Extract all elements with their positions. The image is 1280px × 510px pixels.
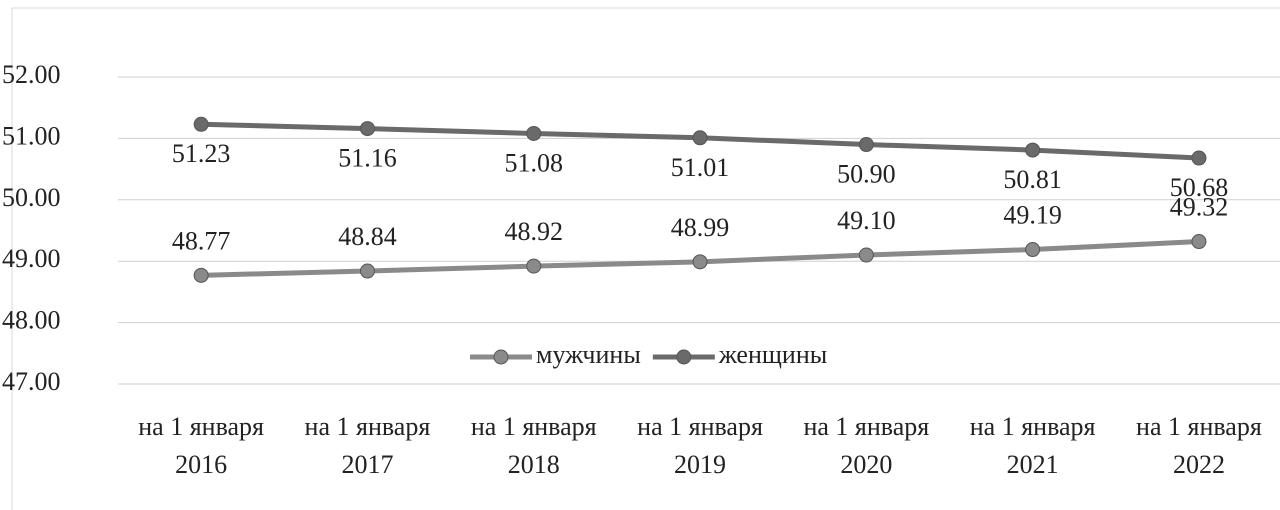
data-label: 50.68 — [1170, 173, 1229, 202]
data-label: 50.90 — [837, 160, 896, 189]
data-label: 49.32 — [1170, 193, 1229, 222]
chart-frame — [11, 7, 1280, 510]
y-tick-label: 47.00 — [2, 367, 61, 396]
point — [1191, 150, 1207, 166]
legend-label: женщины — [718, 340, 827, 369]
point — [193, 116, 209, 132]
point — [193, 267, 209, 283]
y-tick-label: 48.00 — [2, 306, 61, 335]
data-label: 51.23 — [172, 139, 231, 168]
point — [858, 247, 874, 263]
point — [692, 130, 708, 146]
y-tick-label: 52.00 — [2, 60, 61, 89]
x-tick-label: на 1 января 2021 — [969, 412, 1096, 479]
data-label: 51.08 — [505, 148, 564, 177]
y-tick-label: 51.00 — [2, 121, 61, 150]
x-tick-label: на 1 января 2016 — [138, 412, 265, 479]
x-tick-label: на 1 января 2019 — [637, 412, 763, 479]
legend-label: мужчины — [536, 340, 641, 369]
point — [526, 125, 542, 141]
data-label: 49.10 — [837, 206, 896, 235]
x-tick-label: на 1 января 2020 — [803, 412, 930, 479]
x-tick-label: на 1 января 2018 — [470, 412, 597, 479]
point — [1025, 242, 1041, 258]
data-label: 48.92 — [505, 217, 564, 246]
point — [1025, 142, 1041, 158]
point — [359, 263, 375, 279]
legend-marker — [676, 349, 692, 365]
data-label: 48.99 — [671, 213, 730, 242]
point — [359, 121, 375, 137]
data-label: 51.01 — [671, 153, 730, 182]
point — [1191, 234, 1207, 250]
point — [526, 258, 542, 274]
point — [692, 254, 708, 270]
data-label: 48.77 — [172, 226, 231, 255]
point — [858, 137, 874, 153]
x-tick-label: на 1 января 2017 — [304, 412, 431, 479]
data-label: 48.84 — [338, 222, 397, 251]
x-tick-label: на 1 января 2022 — [1136, 412, 1262, 479]
legend-marker — [493, 349, 509, 365]
data-label: 50.81 — [1003, 165, 1062, 194]
y-tick-label: 49.00 — [2, 244, 61, 273]
data-label: 51.16 — [338, 144, 397, 173]
data-label: 49.19 — [1003, 201, 1062, 230]
y-tick-label: 50.00 — [2, 183, 61, 212]
